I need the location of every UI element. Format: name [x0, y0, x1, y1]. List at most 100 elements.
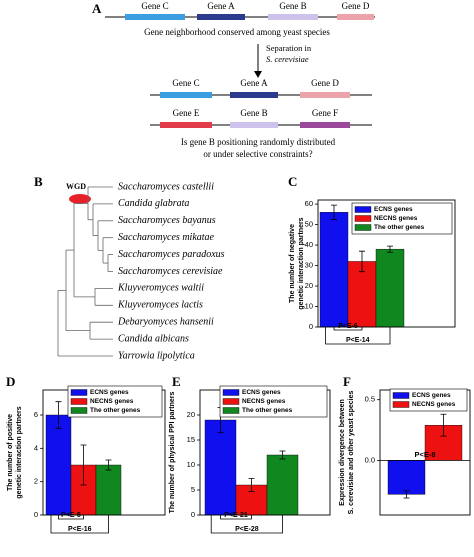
question: or under selective constraints?: [203, 149, 312, 159]
y-axis-label: S. cerevisiae and other yeast species: [348, 391, 355, 515]
y-tick-label: 2: [34, 477, 38, 486]
legend-swatch: [354, 215, 372, 222]
p-value: P<E-16: [68, 526, 92, 533]
bar: [347, 261, 377, 328]
p-value: P<E-21: [224, 512, 248, 519]
legend-swatch: [70, 398, 88, 405]
bar: [45, 414, 72, 516]
y-tick-label: 15: [187, 435, 195, 444]
gene-box: [230, 92, 278, 98]
y-axis-label: genetic interaction partners: [16, 406, 23, 498]
bar: [266, 454, 299, 516]
legend-swatch: [392, 401, 410, 408]
y-tick-label: 4: [34, 443, 38, 452]
species-name: Candida glabrata: [118, 198, 189, 209]
gene-label: Gene B: [240, 108, 267, 118]
legend-label: ECNS genes: [374, 206, 413, 213]
bar: [95, 464, 122, 516]
gene-label: Gene A: [240, 78, 268, 88]
y-tick-label: 0: [34, 510, 38, 519]
error-bar: [105, 459, 112, 471]
arrow-label: S. cerevisiae: [266, 54, 309, 64]
legend-label: The other genes: [374, 224, 425, 231]
species-name: Saccharomyces castellii: [118, 181, 214, 192]
bar: [375, 248, 405, 328]
significance-bracket: [210, 515, 283, 534]
question: Is gene B positioning randomly distribut…: [181, 137, 336, 147]
plot-frame: [317, 199, 456, 328]
y-tick-label: 30: [305, 261, 313, 270]
significance-bracket: [325, 327, 391, 345]
gene-box: [300, 122, 350, 128]
panel-label: D: [6, 374, 15, 389]
gene-label: Gene E: [173, 108, 200, 118]
panel-label: C: [288, 174, 297, 189]
error-bar: [403, 490, 410, 499]
gene-label: Gene F: [312, 108, 338, 118]
error-bar: [359, 250, 365, 273]
significance-bracket: [333, 327, 363, 331]
y-axis-label: genetic interaction partners: [298, 217, 305, 309]
legend-swatch: [70, 407, 88, 414]
error-bar: [248, 478, 255, 492]
gene-label: Gene C: [141, 1, 168, 11]
legend-label: ECNS genes: [242, 389, 281, 396]
species-name: Kluyveromyces lactis: [117, 300, 203, 311]
bar: [204, 419, 237, 516]
error-bar: [80, 444, 87, 486]
y-tick-label: 5: [191, 485, 195, 494]
gene-box: [125, 14, 185, 20]
species-name: Candida albicans: [118, 333, 189, 344]
arrow-head: [254, 71, 262, 78]
legend-label: The other genes: [90, 407, 141, 414]
species-name: Saccharomyces cerevisiae: [118, 266, 223, 277]
species-name: Yarrowia lipolytica: [118, 350, 195, 361]
p-value: P<E-6: [338, 323, 358, 330]
significance-bracket: [50, 515, 109, 534]
y-tick-label: 0.5: [365, 395, 375, 404]
species-name: Saccharomyces mikatae: [118, 232, 215, 243]
panel-label: F: [343, 374, 351, 389]
y-axis-label: The number of negative: [289, 224, 296, 303]
gene-box: [230, 122, 278, 128]
y-tick-label: 0.0: [365, 455, 375, 464]
bar: [319, 212, 349, 328]
y-tick-label: 50: [305, 220, 313, 229]
gene-box: [268, 14, 318, 20]
error-bar: [279, 450, 286, 460]
gene-label: Gene D: [342, 1, 370, 11]
species-name: Saccharomyces paradoxus: [118, 249, 225, 260]
gene-box: [197, 14, 245, 20]
y-tick-label: 6: [34, 410, 38, 419]
y-tick-label: 0: [309, 322, 313, 331]
gene-box: [160, 92, 212, 98]
significance-bracket: [58, 515, 84, 520]
legend-label: NECNS genes: [90, 398, 134, 405]
wgd-marker: [69, 194, 91, 204]
y-tick-label: 10: [305, 302, 313, 311]
error-bar: [55, 401, 62, 429]
bar: [387, 460, 426, 495]
species-name: Debaryomyces hansenii: [117, 316, 214, 327]
gene-box: [160, 122, 212, 128]
error-bar: [331, 204, 337, 220]
legend-label: ECNS genes: [90, 389, 129, 396]
gene-label: Gene B: [279, 1, 306, 11]
panel-label: A: [92, 1, 102, 16]
species-name: Saccharomyces bayanus: [118, 215, 216, 226]
gene-box: [300, 92, 350, 98]
legend-frame: [389, 388, 468, 412]
y-tick-label: 0: [191, 510, 195, 519]
legend-swatch: [70, 389, 88, 396]
panel-label: B: [34, 174, 43, 189]
legend-swatch: [222, 398, 240, 405]
legend-swatch: [354, 224, 372, 231]
legend-swatch: [222, 407, 240, 414]
gene-label: Gene A: [207, 1, 235, 11]
y-tick-label: 40: [305, 240, 313, 249]
y-tick-label: 20: [187, 410, 195, 419]
species-name: Kluyveromyces waltii: [117, 283, 204, 294]
y-tick-label: 20: [305, 281, 313, 290]
caption: Gene neighborhood conserved among yeast …: [144, 27, 330, 37]
gene-label: Gene D: [311, 78, 339, 88]
